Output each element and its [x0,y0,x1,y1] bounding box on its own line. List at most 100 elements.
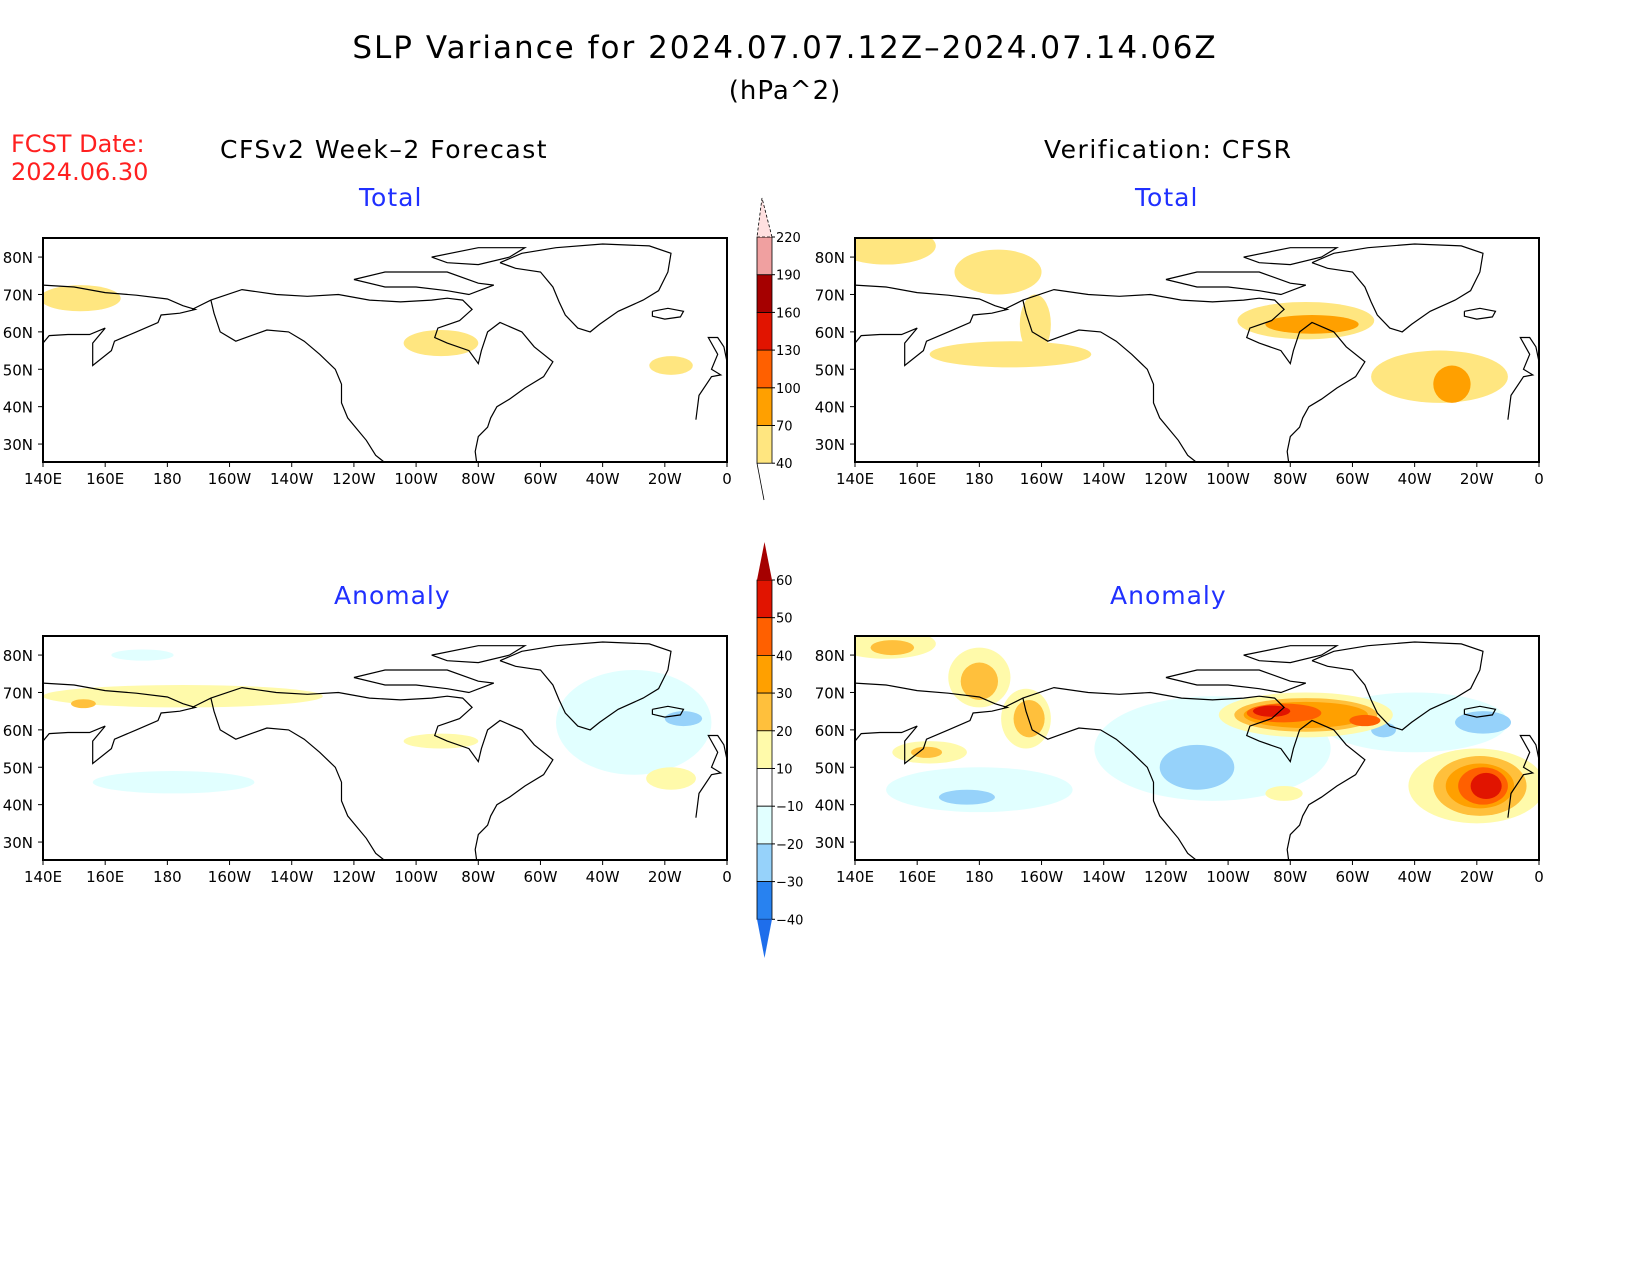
lon-tick-label: 180 [965,868,994,886]
colorbar-label: 30 [776,687,793,702]
coastline [651,307,685,320]
contour-region [646,767,696,790]
forecast-anomaly-panel: 80N 70N 60N 50N 40N 30N 140E 160E 180 160W 140W 120… [3,635,732,886]
contour-region [870,640,915,656]
colorbar-label: 50 [776,612,793,627]
lon-tick-label: 120W [332,470,376,488]
contour-region [938,789,995,805]
contour-region [1013,699,1045,738]
forecast-anomaly-field [43,649,712,794]
lat-tick-label: 50N [3,361,33,379]
colorbar-label: 190 [776,269,801,284]
contour-region [92,770,255,794]
verification-anomaly-field [855,636,1539,824]
lat-tick-label: 70N [815,286,845,304]
colorbar-label: −30 [776,876,803,891]
forecast-total-label: Total [359,183,423,212]
lat-tick-label: 40N [815,797,845,815]
verification-total-coastlines [855,243,1539,462]
lon-tick-label: 60W [523,868,557,886]
fcst-date-label: FCST Date: [11,130,145,158]
colorbar-label: 10 [776,763,793,778]
colorbar-segment [756,349,773,389]
coastline [191,686,554,860]
colorbar-lower-triangle [757,919,772,958]
verification-anomaly-coastlines [855,641,1539,860]
contour-region [929,341,1092,368]
lon-tick-label: 140E [24,470,62,488]
coastline [210,697,386,860]
lon-tick-label: 140E [836,470,874,488]
forecast-total-coastlines [43,243,727,462]
colorbar-label: 100 [776,382,801,397]
forecast-total-field [43,285,693,375]
lon-tick-label: 40W [586,470,620,488]
lon-tick-label: 140W [1082,868,1126,886]
coastline [695,734,727,818]
lon-tick-label: 120W [332,868,376,886]
lon-tick-label: 60W [1335,470,1369,488]
colorbar-label: −40 [776,913,803,928]
lat-tick-label: 60N [815,324,845,342]
forecast-anomaly-label: Anomaly [334,581,451,610]
coastline [1243,247,1340,266]
lon-tick-label: 160E [86,868,124,886]
lon-tick-label: 0 [722,470,732,488]
lat-tick-label: 80N [815,249,845,267]
figure-title: SLP Variance for 2024.07.07.12Z–2024.07.… [352,30,1218,66]
colorbar-label: 40 [776,457,793,472]
lon-tick-label: 120W [1144,868,1188,886]
lon-tick-label: 0 [722,868,732,886]
lon-tick-label: 140E [24,868,62,886]
coastline [1507,734,1539,818]
colorbar-segment [756,236,773,276]
lon-tick-label: 180 [965,470,994,488]
contour-region [960,662,999,700]
lon-tick-label: 100W [1206,868,1250,886]
lon-tick-label: 140W [270,470,314,488]
contour-region [855,238,936,265]
lat-tick-label: 40N [3,797,33,815]
lat-tick-label: 70N [3,286,33,304]
lon-tick-label: 40W [1398,868,1432,886]
coastline [1463,705,1497,718]
lon-tick-label: 140W [1082,470,1126,488]
coastline [499,641,672,731]
colorbar-label: 20 [776,725,793,740]
lat-tick-label: 60N [815,722,845,740]
contour-region [403,733,479,749]
colorbar-segment [756,579,773,619]
colorbar-lower-triangle [756,463,765,501]
colorbar-segment [756,730,773,769]
verification-anomaly-label: Anomaly [1110,581,1227,610]
lon-tick-label: 100W [1206,470,1250,488]
lon-tick-label: 20W [648,470,682,488]
lat-tick-label: 50N [815,759,845,777]
lon-tick-label: 120W [1144,470,1188,488]
colorbar-upper-triangle [757,542,772,580]
coastline [1243,645,1340,664]
coastline [1463,307,1497,320]
lon-tick-label: 20W [1460,470,1494,488]
contour-region [1433,365,1471,403]
lon-tick-label: 160W [1020,470,1064,488]
contour-region [886,767,1073,813]
fcst-date-value: 2024.06.30 [11,158,149,186]
contour-region [1159,744,1235,790]
forecast-anomaly-coastlines [43,641,727,860]
lat-tick-label: 50N [3,759,33,777]
lon-tick-label: 20W [648,868,682,886]
lon-tick-label: 0 [1534,868,1544,886]
lon-tick-label: 160E [898,868,936,886]
verification-total-label: Total [1135,183,1199,212]
lon-tick-label: 100W [394,868,438,886]
lat-tick-label: 80N [815,647,845,665]
lat-tick-label: 40N [3,399,33,417]
lon-tick-label: 80W [1273,470,1307,488]
contour-region [43,285,121,312]
coastline [191,288,554,462]
lon-tick-label: 180 [153,868,182,886]
contour-region [664,711,703,727]
lon-tick-label: 40W [586,868,620,886]
